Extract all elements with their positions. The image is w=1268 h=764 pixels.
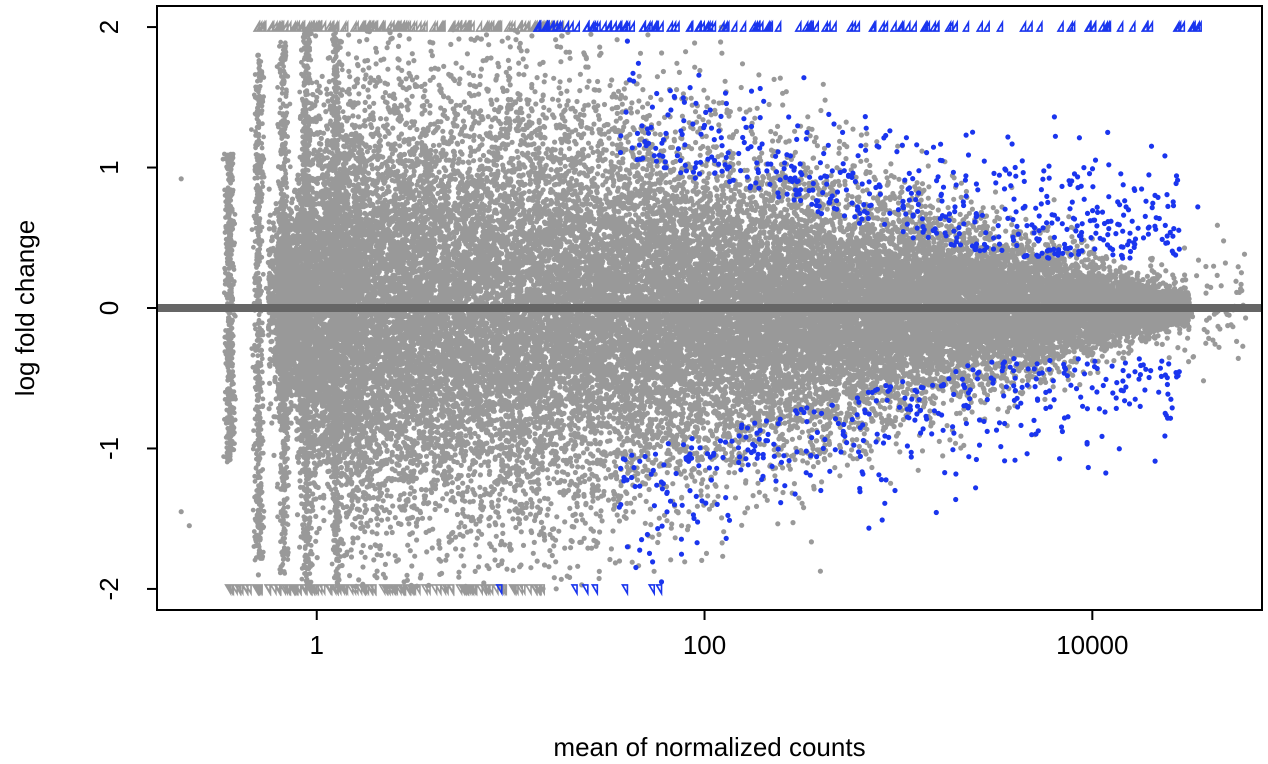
y-axis-title: log fold change (10, 220, 40, 396)
y-tick-label: 0 (94, 301, 124, 315)
x-tick-label: 1 (310, 630, 324, 660)
y-axis: -2 -1 0 1 2 (94, 20, 157, 600)
y-tick-label: -1 (94, 437, 124, 460)
y-tick-label: 2 (94, 20, 124, 34)
y-tick-label: 1 (94, 160, 124, 174)
clipped-low-nonsig-markers (224, 584, 546, 597)
x-tick-label: 10000 (1056, 630, 1128, 660)
clipped-high-sig-markers (532, 19, 1202, 32)
clipped-low-sig-markers (495, 584, 663, 597)
clipped-high-nonsig-markers (252, 19, 570, 32)
x-axis: 1 100 10000 (310, 610, 1128, 660)
x-axis-title: mean of normalized counts (553, 732, 865, 762)
x-tick-label: 100 (683, 630, 726, 660)
y-tick-label: -2 (94, 577, 124, 600)
